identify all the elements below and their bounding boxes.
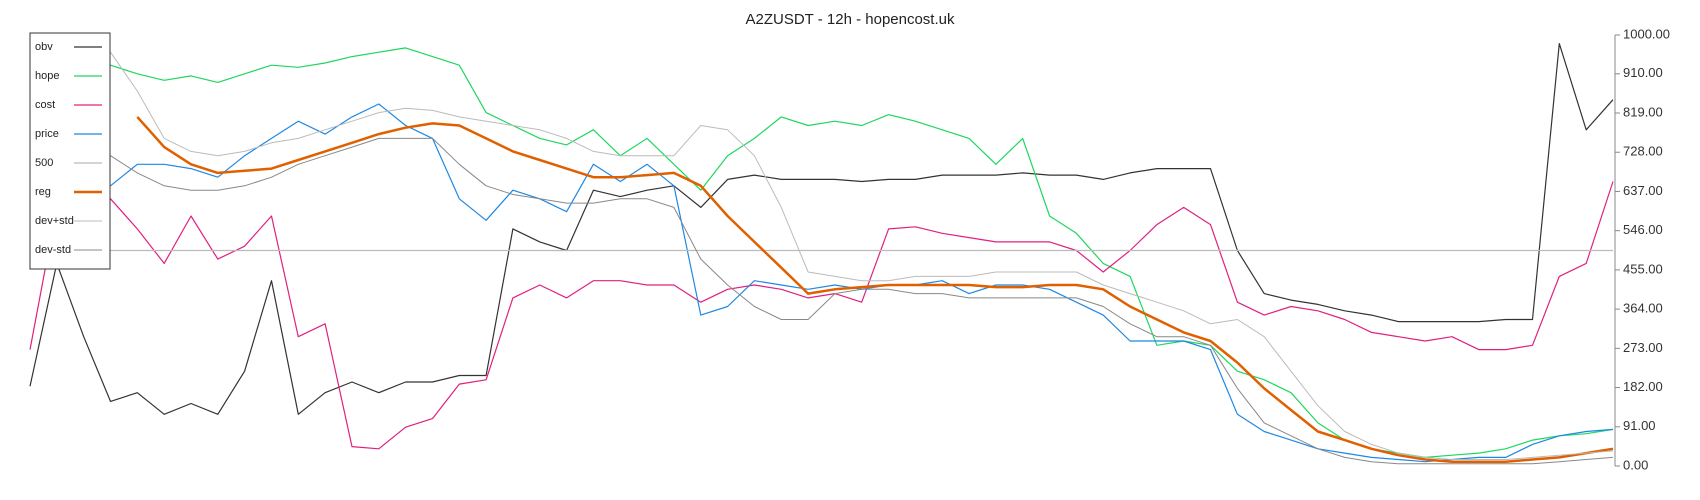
chart-title: A2ZUSDT - 12h - hopencost.uk [746, 11, 955, 28]
y-tick-label: 0.00 [1623, 457, 1648, 472]
y-tick-label: 546.00 [1623, 222, 1663, 237]
series-line [29, 103, 1614, 463]
series-line [136, 116, 1614, 463]
legend-label: dev+std [35, 215, 74, 227]
y-tick-label: 728.00 [1623, 144, 1663, 159]
series-line [110, 51, 1614, 460]
legend: obv hope cost price 500 reg dev+std dev-std [29, 32, 111, 270]
series-line [29, 181, 1614, 450]
y-tick-label: 364.00 [1623, 301, 1663, 316]
legend-label: reg [35, 186, 51, 198]
legend-label: cost [35, 99, 55, 111]
y-tick-label: 910.00 [1623, 65, 1663, 80]
y-tick-label: 637.00 [1623, 183, 1663, 198]
legend-label: price [35, 128, 59, 140]
y-tick-label: 455.00 [1623, 261, 1663, 276]
legend-label: dev-std [35, 244, 71, 256]
y-tick-label: 819.00 [1623, 104, 1663, 119]
y-tick-label: 273.00 [1623, 340, 1663, 355]
legend-label: 500 [35, 157, 53, 169]
legend-box [29, 32, 111, 270]
series-line [110, 137, 1614, 465]
y-tick-label: 182.00 [1623, 379, 1663, 394]
y-tick-label: 91.00 [1623, 418, 1656, 433]
legend-label: hope [35, 70, 59, 82]
series-line [29, 43, 1614, 415]
legend-label: obv [35, 41, 53, 53]
y-tick-label: 1000.00 [1623, 26, 1670, 41]
